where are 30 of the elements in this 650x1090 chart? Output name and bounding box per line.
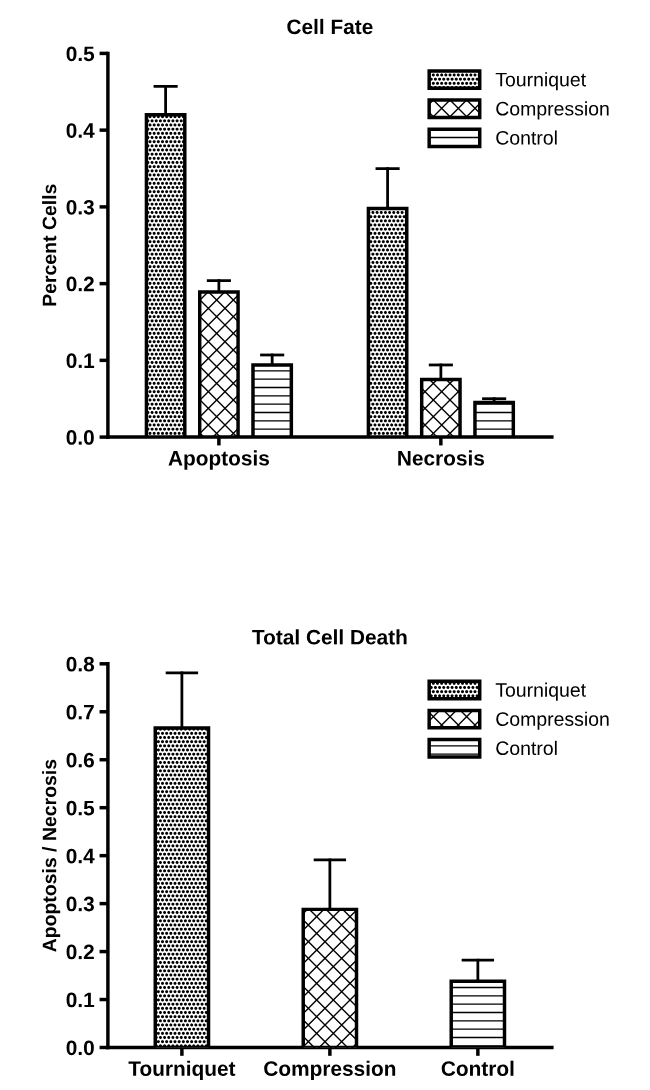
legend-label: Control xyxy=(496,740,557,756)
y-tick-label: 0.5 xyxy=(66,46,95,62)
y-axis-title: Apoptosis / Necrosis xyxy=(42,759,61,952)
x-tick-label: Compression xyxy=(264,1060,396,1081)
y-tick-label: 0.0 xyxy=(66,1040,94,1056)
x-tick-label: Control xyxy=(441,1060,514,1076)
y-tick-label: 0.2 xyxy=(66,944,94,960)
legend-label: Tourniquet xyxy=(495,682,586,701)
chart-title: Total Cell Death xyxy=(252,629,407,645)
y-tick-label: 0.3 xyxy=(66,199,94,215)
y-tick-label: 0.1 xyxy=(66,353,95,369)
y-tick-label: 0.4 xyxy=(66,123,95,138)
legend-label: Compression xyxy=(496,101,609,120)
y-tick-label: 0.1 xyxy=(66,992,95,1008)
y-tick-label: 0.8 xyxy=(66,656,95,672)
legend-label: Compression xyxy=(496,711,609,730)
x-tick-label: Necrosis xyxy=(398,450,485,466)
x-tick-label: Tourniquet xyxy=(128,1060,236,1081)
y-axis-title: Percent Cells xyxy=(42,184,57,306)
y-tick-label: 0.0 xyxy=(66,430,94,445)
chart-title: Cell Fate xyxy=(287,18,373,35)
y-tick-label: 0.3 xyxy=(66,896,94,912)
y-tick-label: 0.2 xyxy=(66,276,94,292)
legend-label: Control xyxy=(496,130,557,145)
y-tick-label: 0.4 xyxy=(66,848,95,864)
x-tick-label: Apoptosis xyxy=(168,450,269,470)
y-tick-label: 0.6 xyxy=(66,752,94,768)
y-tick-label: 0.7 xyxy=(66,704,94,720)
legend-label: Tourniquet xyxy=(495,72,586,91)
y-tick-label: 0.5 xyxy=(66,800,95,816)
